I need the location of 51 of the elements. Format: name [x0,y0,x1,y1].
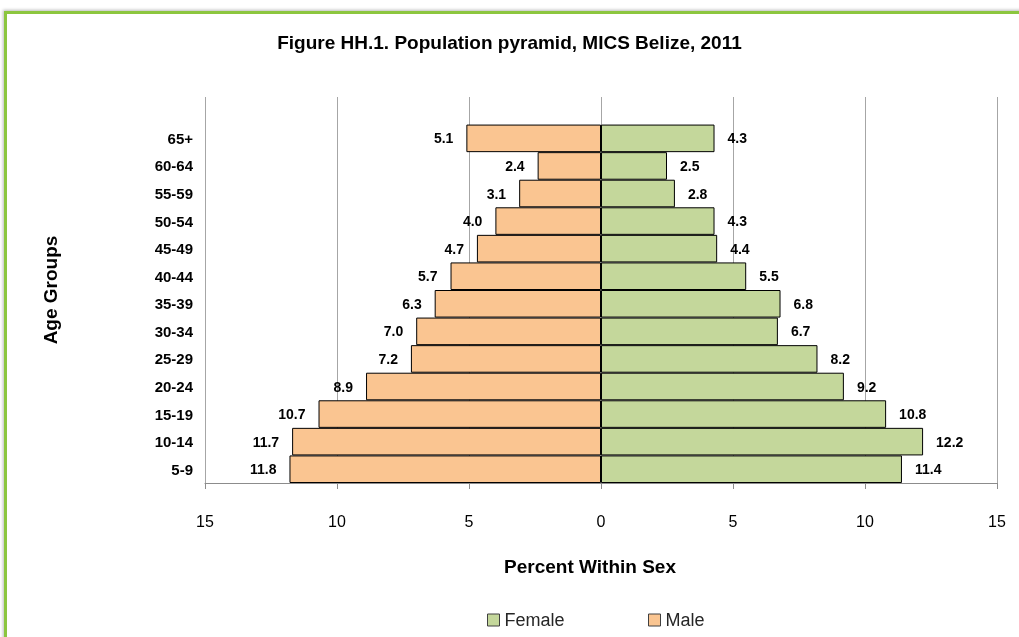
data-label: 7.0 [383,323,404,340]
y-tick-label: 30-34 [154,322,194,340]
data-label: 10.8 [899,406,927,423]
data-label: 2.5 [680,157,700,174]
data-label: 6.7 [790,323,811,340]
x-tick-label: 15 [196,512,214,530]
chart-title: Figure HH.1. Population pyramid, MICS Belize, 2011 [277,32,743,53]
y-tick-label: 5-9 [171,460,193,478]
y-tick-label: 45-49 [154,240,193,258]
data-label: 6.3 [402,295,422,312]
y-tick-label: 20-24 [154,378,194,395]
y-tick-label: 10-14 [154,433,194,451]
x-tick-label: 15 [988,512,1006,530]
x-tick-label: 5 [464,512,474,530]
data-label: 11.8 [250,461,277,478]
data-label: 5.7 [418,268,438,285]
data-label: 4.7 [444,240,465,257]
x-tick-label: 0 [596,512,606,530]
y-tick-label: 65+ [167,129,194,147]
y-tick-label: 35-39 [154,295,193,313]
y-tick-label: 15-19 [154,405,193,423]
data-label: 11.7 [252,433,280,450]
data-label: 2.8 [687,185,708,202]
data-label: 5.1 [433,130,454,147]
data-label: 4.3 [727,130,748,147]
y-tick-label: 60-64 [154,157,194,175]
data-label: 11.4 [914,461,942,478]
y-tick-label: 40-44 [154,267,194,285]
data-label: 3.1 [486,185,507,202]
y-axis-title: Age Groups [40,235,61,345]
legend-label: Female [504,610,565,630]
data-label: 5.5 [759,268,779,285]
x-tick-label: 5 [728,512,738,530]
data-label: 4.0 [462,213,483,230]
x-tick-label: 10 [328,512,346,530]
legend-label: Male [665,610,705,630]
data-label: 4.4 [730,240,750,257]
data-label: 6.8 [793,295,814,312]
y-tick-label: 55-59 [154,185,193,202]
y-tick-label: 25-29 [154,350,193,368]
data-label: 8.9 [333,378,354,395]
data-label: 10.7 [278,406,306,423]
data-label: 2.4 [505,157,525,174]
y-tick-label: 50-54 [154,212,194,230]
data-label: 12.2 [936,433,964,450]
data-label: 4.3 [727,213,748,230]
data-label: 9.2 [856,378,877,395]
x-tick-label: 10 [856,512,874,530]
data-label: 7.2 [378,350,399,367]
x-axis-title: Percent Within Sex [504,555,677,577]
data-label: 8.2 [830,350,851,367]
